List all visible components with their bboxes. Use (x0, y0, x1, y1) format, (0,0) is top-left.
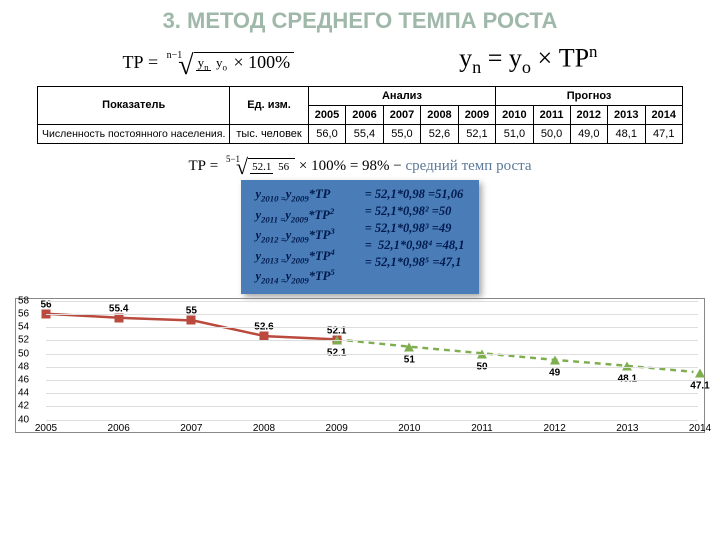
chart-marker (404, 342, 414, 351)
th-analysis: Анализ (308, 86, 495, 105)
th-year: 2012 (570, 105, 607, 124)
x-axis-label: 2007 (180, 423, 202, 434)
data-cell: 50,0 (533, 124, 570, 144)
y-axis-label: 54 (18, 322, 29, 333)
formula-yn: yn = yo × ТРn (459, 42, 597, 78)
x-axis-label: 2014 (689, 423, 711, 434)
data-cell: 49,0 (570, 124, 607, 144)
x-axis-label: 2010 (398, 423, 420, 434)
y-axis-label: 40 (18, 414, 29, 425)
chart-marker (187, 316, 196, 325)
th-year: 2013 (608, 105, 645, 124)
th-year: 2010 (496, 105, 533, 124)
y-axis-label: 44 (18, 388, 29, 399)
chart-point-label: 47.1 (690, 380, 709, 391)
th-indicator: Показатель (38, 86, 230, 124)
th-forecast: Прогноз (496, 86, 683, 105)
chart: 5655.45552.652.152.151504948.147.1 40424… (15, 298, 705, 433)
data-cell: 52,1 (458, 124, 495, 144)
chart-point-label: 55 (186, 306, 197, 317)
calc-box: y2010 =y2009*ТРy2011 =y2009*ТР2y2012 =y2… (241, 180, 478, 293)
th-year: 2009 (458, 105, 495, 124)
y-axis-label: 48 (18, 361, 29, 372)
tp-calc-desc: средний темп роста (406, 158, 532, 174)
data-cell: 48,1 (608, 124, 645, 144)
x-axis-label: 2011 (471, 423, 493, 434)
th-year: 2008 (421, 105, 458, 124)
data-cell: 51,0 (496, 124, 533, 144)
data-cell: 55,4 (346, 124, 383, 144)
data-cell: 52,6 (421, 124, 458, 144)
chart-marker (695, 368, 705, 377)
x-axis-label: 2008 (253, 423, 275, 434)
chart-point-label: 49 (549, 368, 560, 379)
row-unit: тыс. человек (230, 124, 308, 144)
tp-calculation: ТР = 5−1√ 52.1 56 × 100% = 98% − средний… (0, 150, 720, 176)
data-cell: 55,0 (383, 124, 420, 144)
data-table: Показатель Ед. изм. Анализ Прогноз 20052… (37, 86, 683, 145)
x-axis-label: 2009 (326, 423, 348, 434)
y-axis-label: 42 (18, 401, 29, 412)
data-cell: 47,1 (645, 124, 682, 144)
x-axis-label: 2006 (108, 423, 130, 434)
row-label: Численность постоянного населения. (38, 124, 230, 144)
y-axis-label: 58 (18, 295, 29, 306)
chart-marker (550, 356, 560, 365)
th-year: 2011 (533, 105, 570, 124)
th-year: 2007 (383, 105, 420, 124)
th-year: 2005 (308, 105, 345, 124)
th-unit: Ед. изм. (230, 86, 308, 124)
th-year: 2014 (645, 105, 682, 124)
y-axis-label: 46 (18, 374, 29, 385)
th-year: 2006 (346, 105, 383, 124)
formula-tp: ТР = n−1√ yn yo × 100% (122, 44, 294, 76)
y-axis-label: 52 (18, 335, 29, 346)
y-axis-label: 50 (18, 348, 29, 359)
formula-row: ТР = n−1√ yn yo × 100% yn = yo × ТРn (0, 38, 720, 86)
x-axis-label: 2013 (616, 423, 638, 434)
data-cell: 56,0 (308, 124, 345, 144)
chart-point-label: 51 (404, 355, 415, 366)
y-axis-label: 56 (18, 308, 29, 319)
page-title: 3. МЕТОД СРЕДНЕГО ТЕМПА РОСТА (0, 0, 720, 38)
x-axis-label: 2005 (35, 423, 57, 434)
x-axis-label: 2012 (544, 423, 566, 434)
